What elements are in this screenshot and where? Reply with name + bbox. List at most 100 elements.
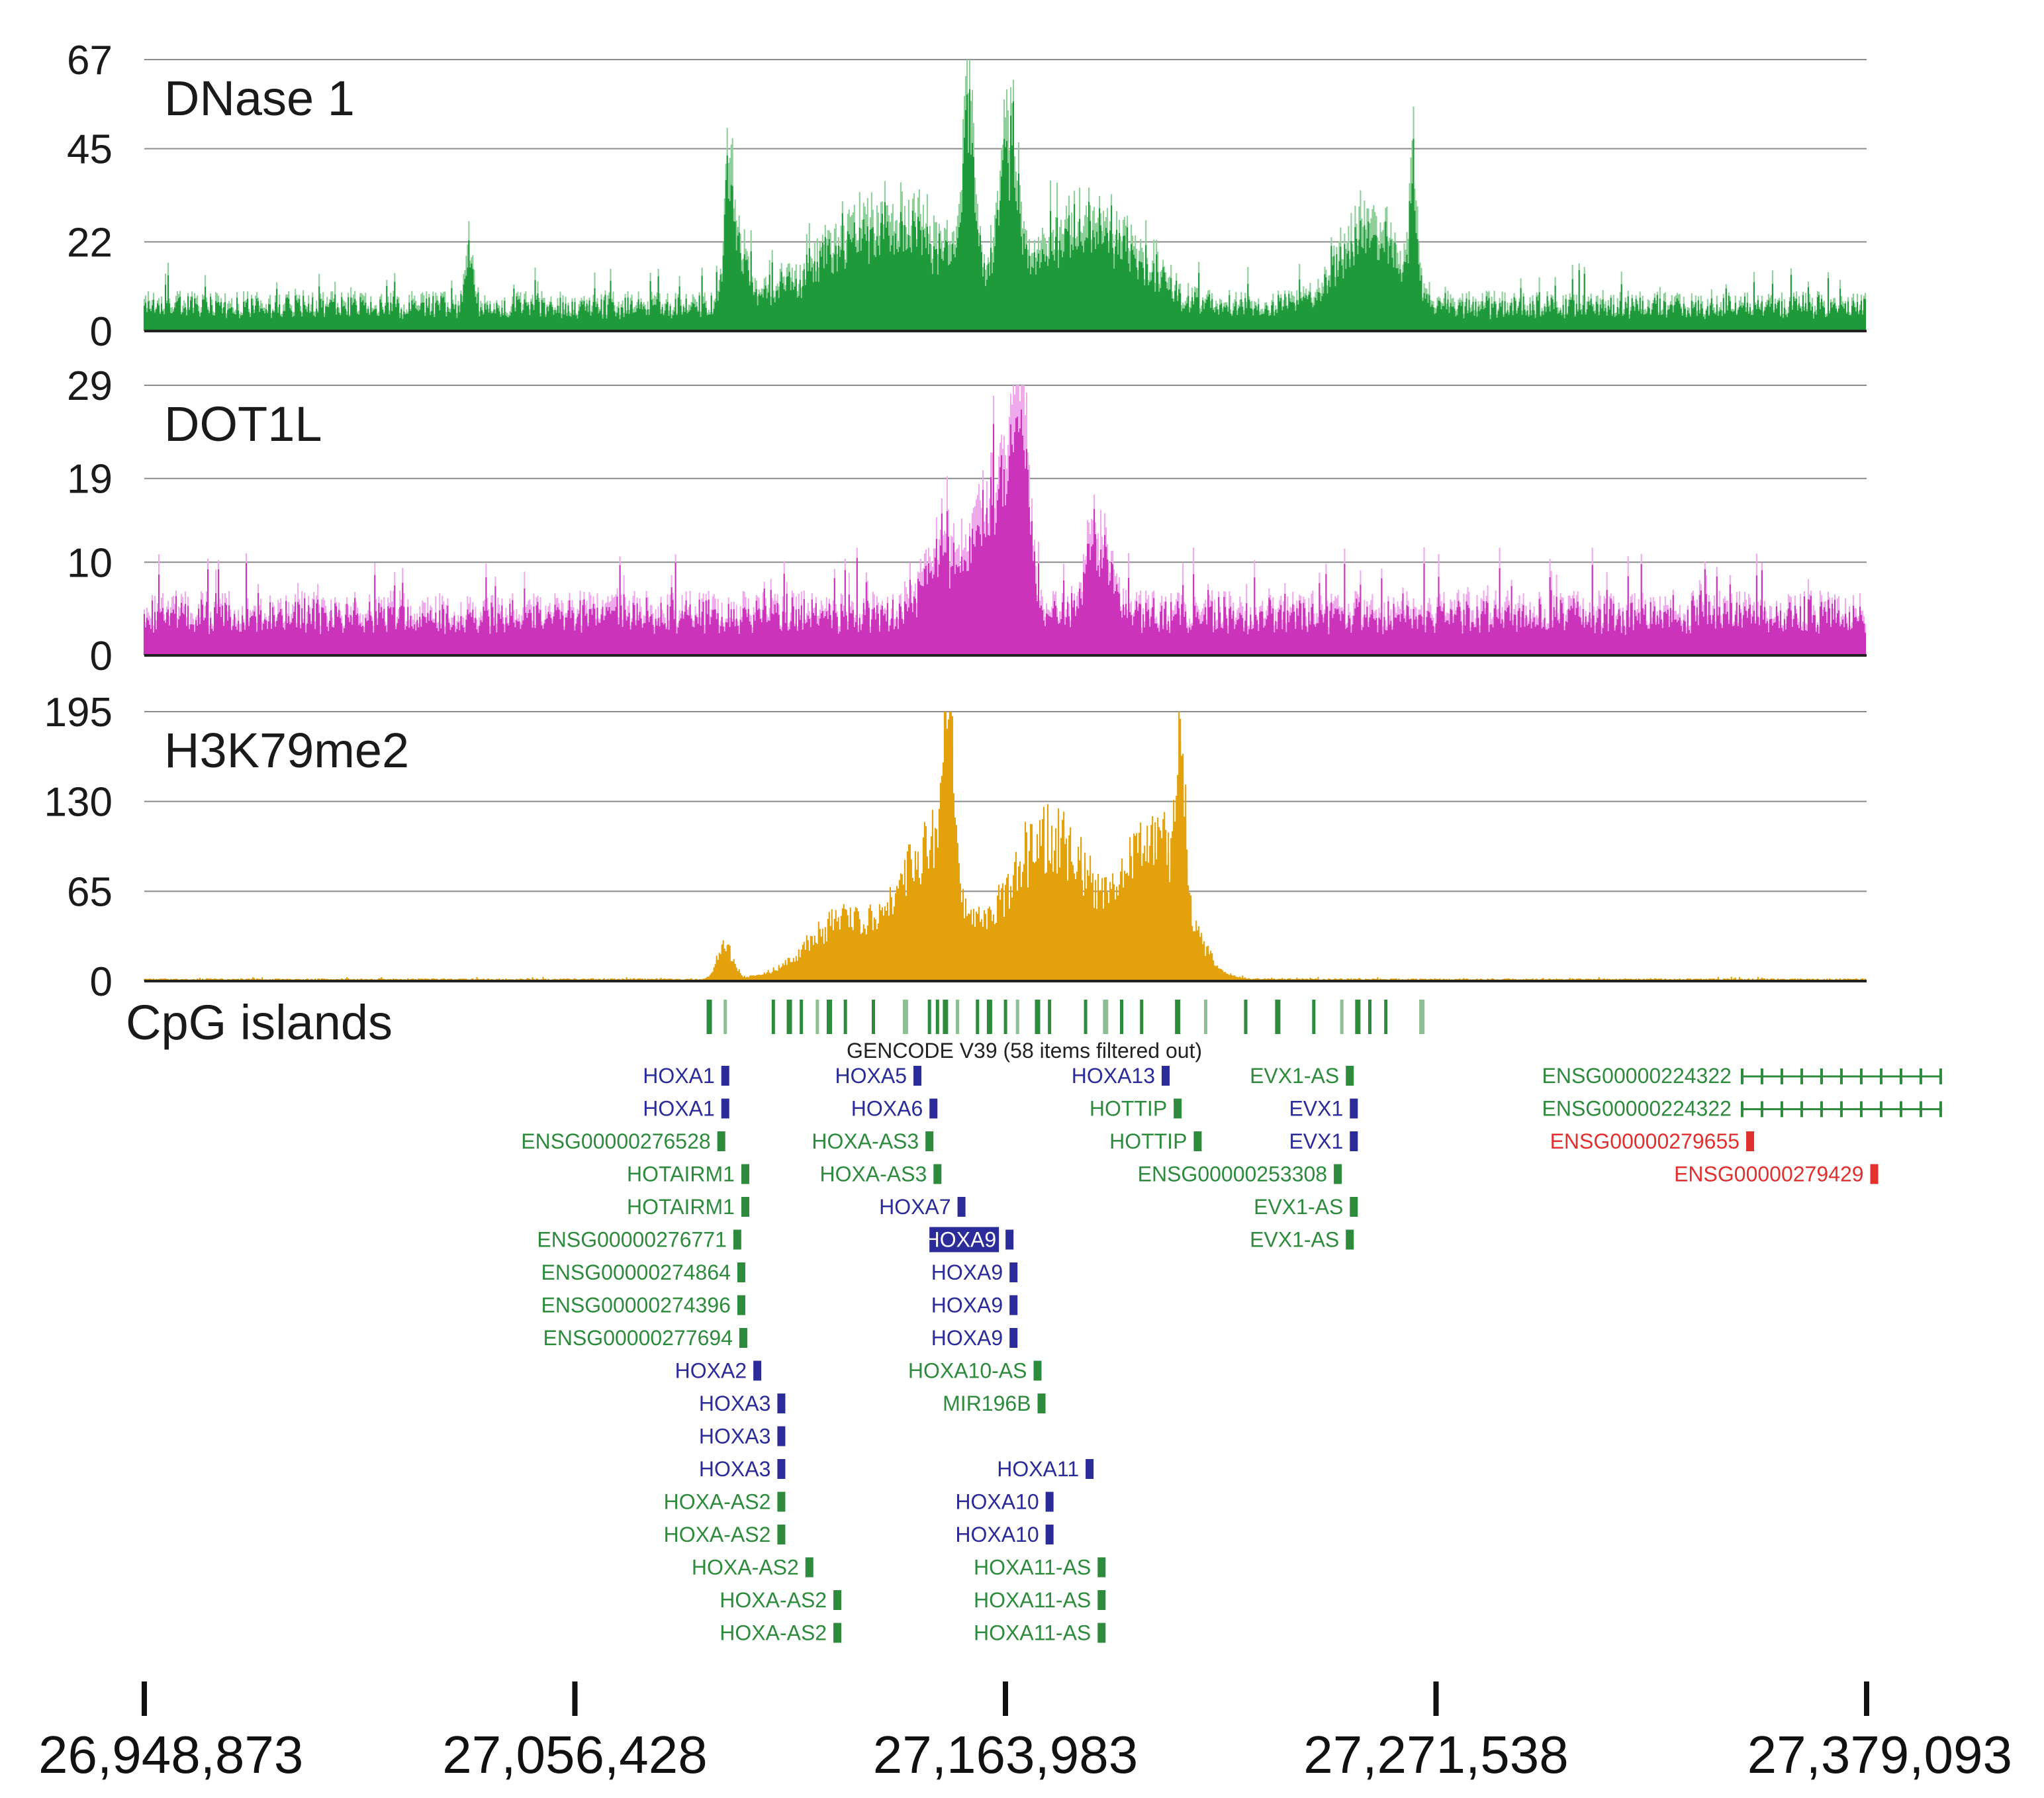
gene-exon [777, 1525, 786, 1544]
gene-hoxa2[interactable]: HOXA2 [675, 1359, 762, 1383]
gene-exon [1899, 1101, 1902, 1117]
gene-exon [1760, 1101, 1763, 1117]
gene-exon [1162, 1066, 1170, 1086]
gene-label: HOXA11 [997, 1457, 1079, 1481]
gene-hoxa-as3[interactable]: HOXA-AS3 [819, 1162, 942, 1186]
gene-hoxa-as3[interactable]: HOXA-AS3 [812, 1129, 934, 1153]
gene-hoxa-as2[interactable]: HOXA-AS2 [720, 1621, 842, 1645]
gene-label: EVX1 [1289, 1097, 1343, 1121]
gene-hoxa5[interactable]: HOXA5 [835, 1064, 922, 1088]
x-tick-label: 27,379,093 [1747, 1725, 2012, 1784]
gene-label: HOXA3 [699, 1392, 770, 1415]
gene-exon [1879, 1101, 1882, 1117]
gene-hoxa1[interactable]: HOXA1 [643, 1097, 729, 1121]
gene-ensg00000276771[interactable]: ENSG00000276771 [537, 1228, 741, 1252]
gene-evx1-as[interactable]: EVX1-AS [1250, 1228, 1354, 1252]
gene-hoxa11[interactable]: HOXA11 [997, 1457, 1094, 1481]
gene-hoxa10-as[interactable]: HOXA10-AS [908, 1359, 1042, 1383]
cpg-island-mark [976, 1000, 980, 1034]
x-tick-mark [1003, 1681, 1008, 1716]
cpg-island-mark [815, 1000, 819, 1034]
gene-label: HOXA-AS3 [812, 1129, 919, 1153]
gene-hoxa-as2[interactable]: HOXA-AS2 [664, 1490, 786, 1514]
gene-hottip[interactable]: HOTTIP [1090, 1097, 1182, 1121]
gene-exon [717, 1131, 725, 1151]
gene-hoxa3[interactable]: HOXA3 [699, 1425, 786, 1448]
gene-hottip[interactable]: HOTTIP [1109, 1129, 1202, 1153]
cpg-island-mark [1003, 1000, 1007, 1034]
y-tick-label: 19 [67, 457, 113, 502]
gene-label: HOXA9 [931, 1326, 1003, 1350]
gene-evx1-as[interactable]: EVX1-AS [1250, 1064, 1354, 1088]
gene-evx1-as[interactable]: EVX1-AS [1254, 1195, 1358, 1219]
track-dot1l: 0 10 19 29 DOT1L [67, 363, 1867, 679]
cpg-island-mark [956, 1000, 960, 1034]
gene-hoxa13[interactable]: HOXA13 [1072, 1064, 1170, 1088]
gene-hoxa10[interactable]: HOXA10 [955, 1523, 1054, 1546]
gene-ensg00000279429[interactable]: ENSG00000279429 [1674, 1162, 1879, 1186]
gene-hoxa9[interactable]: HOXA9 [931, 1326, 1018, 1350]
gene-label: EVX1-AS [1250, 1064, 1339, 1088]
gene-exon [805, 1557, 813, 1578]
gene-hoxa9[interactable]: HOXA9 [931, 1260, 1018, 1284]
gene-evx1[interactable]: EVX1 [1289, 1129, 1358, 1153]
gene-exon [1839, 1068, 1843, 1084]
cpg-island-mark [1035, 1000, 1041, 1034]
gene-ensg00000274864[interactable]: ENSG00000274864 [541, 1260, 745, 1284]
gene-label: ENSG00000276771 [537, 1228, 726, 1252]
gene-hoxa-as2[interactable]: HOXA-AS2 [664, 1523, 786, 1546]
gene-hoxa9[interactable]: HOXA9 [925, 1227, 1014, 1253]
gene-ensg00000274396[interactable]: ENSG00000274396 [541, 1294, 745, 1317]
gene-hoxa-as2[interactable]: HOXA-AS2 [720, 1588, 842, 1612]
gene-hoxa-as2[interactable]: HOXA-AS2 [692, 1556, 813, 1580]
gene-label: ENSG00000276528 [521, 1129, 710, 1153]
gene-hoxa9[interactable]: HOXA9 [931, 1294, 1018, 1317]
gene-label: ENSG00000253308 [1138, 1162, 1327, 1186]
gene-hotairm1[interactable]: HOTAIRM1 [627, 1195, 749, 1219]
gene-exon [1005, 1229, 1014, 1250]
gene-ensg00000224322[interactable]: ENSG00000224322 [1542, 1064, 1942, 1088]
gene-exon [925, 1131, 934, 1151]
y-tick-label: 195 [44, 690, 113, 735]
cpg-island-mark [1140, 1000, 1144, 1034]
gene-hotairm1[interactable]: HOTAIRM1 [627, 1162, 749, 1186]
gene-ensg00000279655[interactable]: ENSG00000279655 [1550, 1129, 1755, 1153]
gene-exon [739, 1328, 747, 1348]
gene-ensg00000253308[interactable]: ENSG00000253308 [1138, 1162, 1342, 1186]
cpg-islands-track: CpG islands [126, 995, 1425, 1050]
gene-highlight-box [929, 1227, 999, 1253]
x-tick-mark [1864, 1681, 1869, 1716]
gene-hoxa11-as[interactable]: HOXA11-AS [974, 1556, 1106, 1580]
gene-hoxa10[interactable]: HOXA10 [955, 1490, 1054, 1514]
gene-hoxa6[interactable]: HOXA6 [851, 1097, 938, 1121]
gene-ensg00000224322[interactable]: ENSG00000224322 [1542, 1097, 1942, 1121]
gene-hoxa1[interactable]: HOXA1 [643, 1064, 729, 1088]
gene-hoxa11-as[interactable]: HOXA11-AS [974, 1621, 1106, 1645]
gene-exon [733, 1229, 741, 1250]
signal-bars [143, 89, 1867, 331]
gene-label: HOXA-AS2 [720, 1588, 827, 1612]
gene-hoxa7[interactable]: HOXA7 [879, 1195, 966, 1219]
gene-exon [741, 1164, 749, 1184]
track-title: DNase 1 [164, 71, 355, 126]
gene-hoxa3[interactable]: HOXA3 [699, 1457, 786, 1481]
gene-exon [1780, 1101, 1783, 1117]
gene-hoxa3[interactable]: HOXA3 [699, 1392, 786, 1415]
gene-evx1[interactable]: EVX1 [1289, 1097, 1358, 1121]
y-tick-label: 10 [67, 540, 113, 586]
cpg-island-mark [786, 1000, 792, 1034]
track-h3k79me2: 0 65 130 195 H3K79me2 [44, 690, 1867, 1005]
gene-exon [913, 1066, 922, 1086]
gene-ensg00000276528[interactable]: ENSG00000276528 [521, 1129, 725, 1153]
gene-hoxa11-as[interactable]: HOXA11-AS [974, 1588, 1106, 1612]
gene-exon [1350, 1131, 1358, 1151]
cpg-island-mark [1419, 1000, 1425, 1034]
gene-label: ENSG00000274864 [541, 1260, 730, 1284]
y-tick-label: 65 [67, 869, 113, 915]
gene-exon [1350, 1098, 1358, 1119]
gene-ensg00000277694[interactable]: ENSG00000277694 [543, 1326, 747, 1350]
gene-mir196b[interactable]: MIR196B [943, 1392, 1046, 1415]
gene-exon [737, 1295, 745, 1315]
gene-exon [929, 1098, 938, 1119]
x-tick-mark [572, 1681, 578, 1716]
